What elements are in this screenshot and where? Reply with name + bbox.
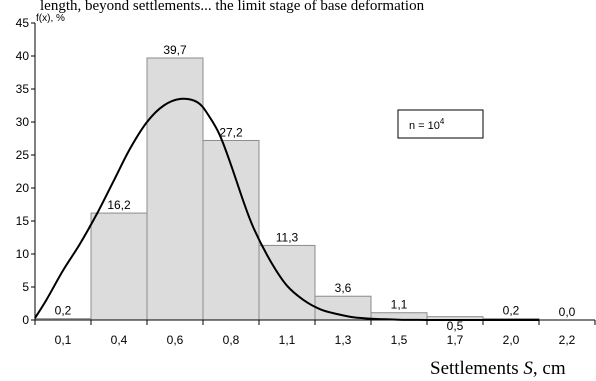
x-axis-ticks: 0,1 0,4 0,6 0,8 1,1 1,3 1,5 1,7 2,0 2,2 [55,333,576,347]
data-label: 0,2 [503,304,520,318]
annotation-base: n = 10 [409,120,440,132]
x-tick-label: 1,3 [335,333,352,347]
y-axis-ticks: 0 5 10 15 20 25 30 35 40 45 [16,16,35,327]
y-tick-label: 10 [16,247,30,261]
x-tick-label: 0,4 [111,333,128,347]
y-tick-label: 45 [16,16,30,30]
data-label: 11,3 [276,230,299,244]
y-tick-label: 25 [16,148,30,162]
x-tick-label: 0,8 [223,333,240,347]
sample-size-annotation: n = 104 [397,109,484,139]
data-label: 0,5 [447,319,464,333]
y-tick-label: 30 [16,115,30,129]
x-tick-label: 1,7 [447,333,464,347]
y-tick-label: 20 [16,181,30,195]
x-tick-label: 2,2 [559,333,576,347]
x-tick-label: 0,1 [55,333,72,347]
x-axis-label-variable: S [523,358,533,379]
y-tick-label: 15 [16,214,30,228]
x-axis-label-prefix: Settlements [430,358,523,379]
data-label: 39,7 [163,43,187,57]
y-axis-label: f(x), % [36,13,65,24]
data-label: 0,2 [55,304,72,318]
y-tick-label: 40 [16,49,30,63]
y-tick-label: 0 [22,313,29,327]
header-fragment: length, beyond settlements... the limit … [40,0,425,14]
bar [314,295,372,321]
y-tick-label: 5 [22,280,29,294]
data-label: 16,2 [107,198,131,212]
annotation-exponent: 4 [440,117,445,126]
y-tick-label: 35 [16,82,30,96]
x-tick-label: 2,0 [503,333,520,347]
x-tick-label: 0,6 [167,333,184,347]
x-tick-label: 1,5 [391,333,408,347]
data-label: 0,0 [559,305,576,319]
data-label: 27,2 [219,125,243,139]
bar [90,212,148,321]
annotation-text: n = 104 [409,117,445,132]
x-axis-label-suffix: , cm [533,358,566,379]
x-axis-label: Settlements S, cm [430,358,566,379]
annotation-box [397,109,484,139]
bars [34,57,540,321]
bar [146,57,204,321]
x-tick-label: 1,1 [279,333,296,347]
data-label: 3,6 [335,281,352,295]
data-labels: 0,2 16,2 39,7 27,2 11,3 3,6 1,1 0,5 0,2 0,0 [55,43,576,333]
data-label: 1,1 [391,298,408,312]
density-curve [34,97,539,322]
